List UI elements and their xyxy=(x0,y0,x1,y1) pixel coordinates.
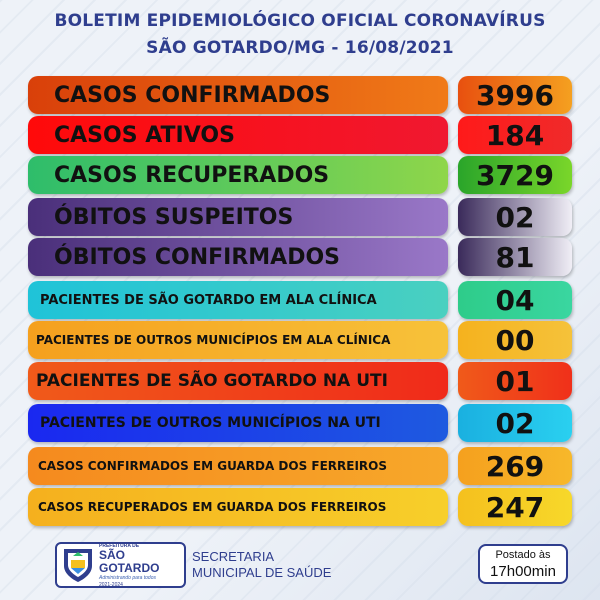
stat-value: 01 xyxy=(458,362,572,400)
stat-label: CASOS ATIVOS xyxy=(28,116,448,154)
stat-label: CASOS RECUPERADOS xyxy=(28,156,448,194)
stat-value: 00 xyxy=(458,321,572,359)
stat-row-guarda-confirmados: CASOS CONFIRMADOS EM GUARDA DOS FERREIRO… xyxy=(28,447,572,485)
stat-row-uti-outros: PACIENTES DE OUTROS MUNICÍPIOS NA UTI 02 xyxy=(28,404,572,442)
stat-label: CASOS CONFIRMADOS EM GUARDA DOS FERREIRO… xyxy=(28,447,448,485)
stat-value: 02 xyxy=(458,404,572,442)
stat-label: CASOS RECUPERADOS EM GUARDA DOS FERREIRO… xyxy=(28,488,448,526)
stat-label: PACIENTES DE SÃO GOTARDO EM ALA CLÍNICA xyxy=(28,281,448,319)
secretaria-line2: MUNICIPAL DE SAÚDE xyxy=(192,565,332,580)
posted-time-box: Postado às 17h00min xyxy=(478,544,568,584)
stat-label: PACIENTES DE OUTROS MUNICÍPIOS NA UTI xyxy=(28,404,448,442)
stat-value: 269 xyxy=(458,447,572,485)
stat-value: 81 xyxy=(458,238,572,276)
stat-value: 02 xyxy=(458,198,572,236)
logo-slogan: Administrando para todos xyxy=(99,574,156,581)
stat-value: 3729 xyxy=(458,156,572,194)
stat-label: CASOS CONFIRMADOS xyxy=(28,76,448,114)
logo-prefeitura-text: PREFEITURA DE xyxy=(99,542,140,549)
stat-label: PACIENTES DE SÃO GOTARDO NA UTI xyxy=(28,362,448,400)
logo-city-name: SÃO GOTARDO xyxy=(99,547,160,575)
bulletin-title: BOLETIM EPIDEMIOLÓGICO OFICIAL CORONAVÍR… xyxy=(54,11,546,31)
stat-label: ÓBITOS SUSPEITOS xyxy=(28,198,448,236)
stat-value: 247 xyxy=(458,488,572,526)
stat-row-uti-sao-gotardo: PACIENTES DE SÃO GOTARDO NA UTI 01 xyxy=(28,362,572,400)
stat-row-obitos-confirmados: ÓBITOS CONFIRMADOS 81 xyxy=(28,238,572,276)
posted-label: Postado às xyxy=(495,549,551,561)
stat-value: 04 xyxy=(458,281,572,319)
stat-row-casos-confirmados: CASOS CONFIRMADOS 3996 xyxy=(28,76,572,114)
stat-row-guarda-recuperados: CASOS RECUPERADOS EM GUARDA DOS FERREIRO… xyxy=(28,488,572,526)
stat-row-ala-sao-gotardo: PACIENTES DE SÃO GOTARDO EM ALA CLÍNICA … xyxy=(28,281,572,319)
stat-label: ÓBITOS CONFIRMADOS xyxy=(28,238,448,276)
posted-time: 17h00min xyxy=(490,563,556,580)
city-shield-icon xyxy=(61,546,95,584)
stat-label: PACIENTES DE OUTROS MUNICÍPIOS EM ALA CL… xyxy=(28,321,448,359)
prefeitura-logo: PREFEITURA DE SÃO GOTARDO Administrando … xyxy=(55,542,186,588)
secretaria-line1: SECRETARIA xyxy=(192,549,275,564)
stat-row-obitos-suspeitos: ÓBITOS SUSPEITOS 02 xyxy=(28,198,572,236)
secretaria-label: SECRETARIA MUNICIPAL DE SAÚDE xyxy=(192,549,331,581)
logo-years: 2021-2024 xyxy=(99,581,123,588)
bulletin-city-date: SÃO GOTARDO/MG - 16/08/2021 xyxy=(146,38,454,58)
stat-row-casos-recuperados: CASOS RECUPERADOS 3729 xyxy=(28,156,572,194)
bulletin-header: BOLETIM EPIDEMIOLÓGICO OFICIAL CORONAVÍR… xyxy=(0,8,600,62)
stat-value: 184 xyxy=(458,116,572,154)
stat-row-casos-ativos: CASOS ATIVOS 184 xyxy=(28,116,572,154)
stat-row-ala-outros: PACIENTES DE OUTROS MUNICÍPIOS EM ALA CL… xyxy=(28,321,572,359)
stat-value: 3996 xyxy=(458,76,572,114)
